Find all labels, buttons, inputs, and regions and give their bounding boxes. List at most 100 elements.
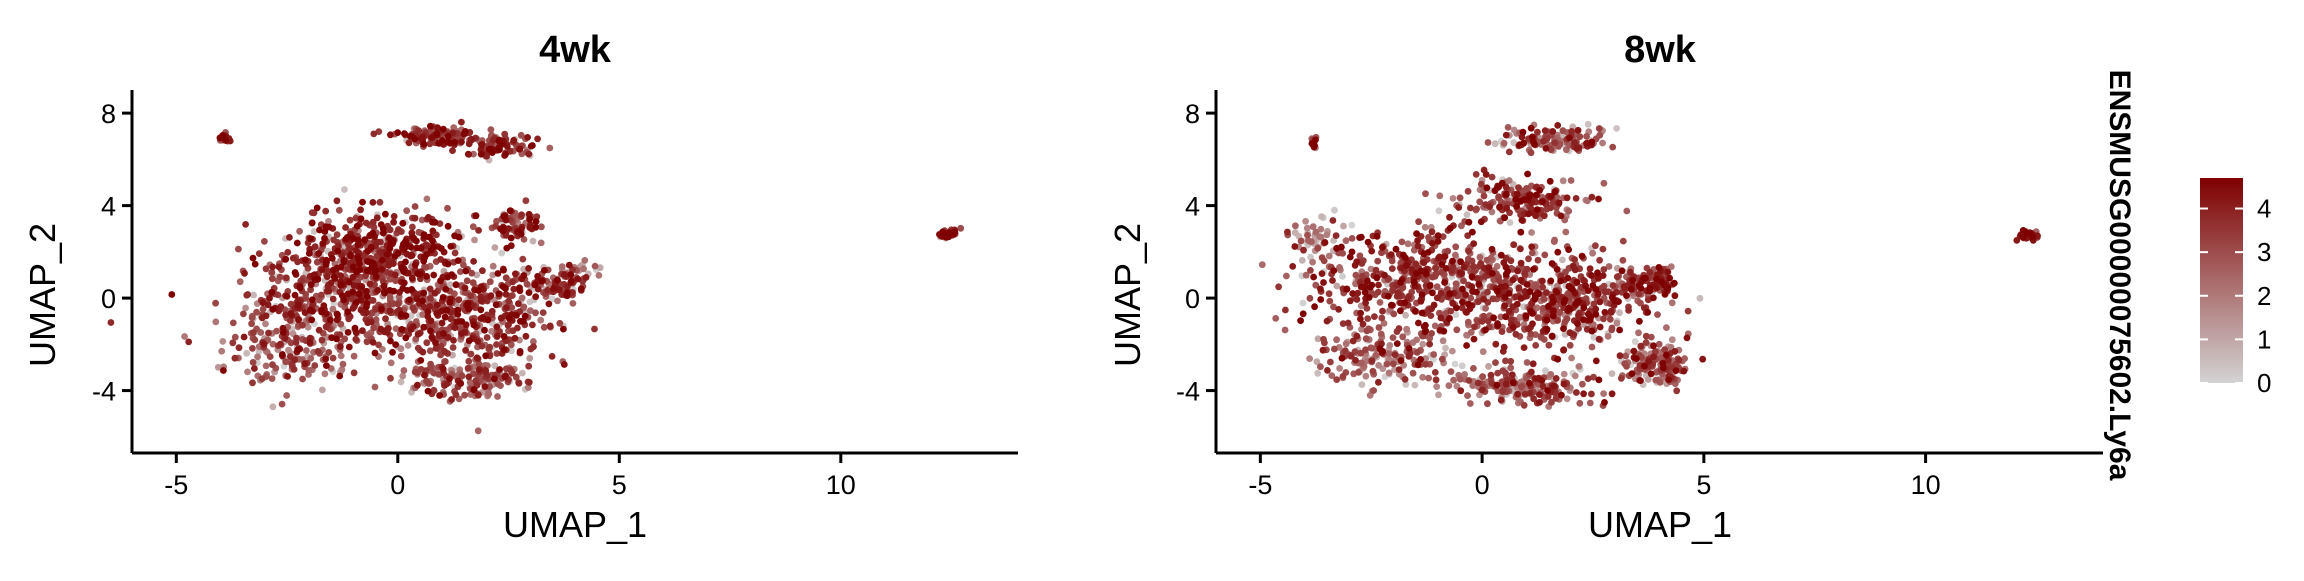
- scatter-point: [1385, 369, 1393, 377]
- scatter-point: [258, 375, 266, 383]
- scatter-point: [458, 318, 466, 325]
- scatter-point: [1560, 325, 1567, 332]
- scatter-point: [1563, 194, 1571, 202]
- scatter-point: [1504, 124, 1512, 131]
- scatter-point: [377, 325, 385, 333]
- scatter-point: [507, 234, 515, 242]
- scatter-point: [1628, 370, 1636, 377]
- scatter-point: [1590, 300, 1598, 308]
- scatter-point: [1503, 204, 1510, 212]
- scatter-point: [1317, 285, 1324, 293]
- scatter-point: [1592, 310, 1600, 318]
- scatter-point: [1562, 228, 1570, 236]
- scatter-point: [321, 228, 329, 235]
- scatter-point: [565, 261, 573, 269]
- scatter-point: [375, 341, 382, 349]
- scatter-point: [1571, 372, 1579, 380]
- scatter-point: [527, 142, 535, 150]
- scatter-point: [1469, 262, 1477, 270]
- scatter-point: [1361, 288, 1369, 296]
- scatter-point: [1308, 238, 1315, 246]
- colorbar-ticks: 0 1 2 3 4: [2200, 194, 2271, 398]
- scatter-point: [1300, 246, 1307, 254]
- scatter-point: [1554, 355, 1562, 363]
- scatter-point: [299, 321, 306, 329]
- scatter-point: [402, 258, 409, 266]
- scatter-point: [1420, 259, 1428, 267]
- scatter-point: [284, 248, 292, 256]
- scatter-point: [1571, 139, 1578, 147]
- scatter-point: [370, 130, 378, 138]
- scatter-point: [1568, 127, 1575, 135]
- scatter-point: [493, 341, 500, 348]
- scatter-point: [337, 281, 345, 289]
- scatter-point: [467, 350, 475, 358]
- scatter-point: [563, 292, 571, 300]
- scatter-point: [1438, 268, 1445, 276]
- scatter-point: [1488, 173, 1496, 181]
- scatter-point: [1405, 345, 1413, 352]
- scatter-point: [1469, 382, 1477, 389]
- scatter-point: [1550, 312, 1557, 320]
- scatter-point: [1429, 240, 1436, 247]
- scatter-point: [1550, 238, 1558, 246]
- scatter-point: [313, 258, 321, 266]
- scatter-point: [1477, 260, 1485, 267]
- scatter-point: [1548, 398, 1555, 406]
- scatter-point: [1590, 373, 1597, 381]
- scatter-point: [1534, 256, 1542, 264]
- scatter-point: [591, 325, 598, 333]
- scatter-point: [1340, 222, 1347, 230]
- scatter-point: [468, 136, 476, 144]
- scatter-point: [1595, 376, 1603, 384]
- scatter-point: [1458, 362, 1466, 370]
- scatter-point: [1384, 292, 1392, 300]
- scatter-point: [481, 383, 489, 390]
- scatter-point: [1307, 267, 1314, 274]
- scatter-point: [1595, 275, 1602, 282]
- scatter-point: [1548, 260, 1556, 267]
- scatter-point: [1400, 251, 1407, 259]
- scatter-point: [1330, 303, 1337, 311]
- scatter-point: [486, 383, 493, 391]
- scatter-point: [2022, 229, 2030, 237]
- scatter-point: [526, 224, 534, 232]
- scatter-point: [1401, 299, 1409, 307]
- scatter-point: [1460, 277, 1467, 285]
- scatter-point: [1545, 302, 1552, 310]
- scatter-point: [517, 131, 525, 139]
- scatter-point: [1366, 391, 1374, 399]
- scatter-point: [1501, 302, 1508, 310]
- scatter-point: [1502, 380, 1510, 388]
- scatter-point: [1457, 258, 1464, 266]
- scatter-point: [464, 300, 472, 307]
- scatter-point: [494, 270, 502, 277]
- scatter-point: [438, 245, 445, 252]
- scatter-point: [1385, 350, 1393, 357]
- scatter-point: [427, 327, 434, 335]
- scatter-point: [441, 358, 449, 365]
- scatter-point: [1412, 260, 1419, 268]
- scatter-point: [1646, 269, 1654, 276]
- scatter-point: [1475, 280, 1483, 288]
- scatter-point: [321, 235, 328, 242]
- scatter-point: [1594, 269, 1601, 277]
- scatter-point: [474, 427, 482, 435]
- scatter-point: [269, 361, 276, 369]
- scatter-point: [1517, 295, 1525, 302]
- scatter-point: [358, 283, 366, 290]
- scatter-point: [408, 286, 416, 293]
- scatter-point: [244, 368, 251, 376]
- scatter-point: [1586, 265, 1594, 273]
- scatter-point: [1647, 370, 1655, 378]
- scatter-point: [443, 306, 451, 314]
- y-tick-label: 4: [101, 192, 116, 222]
- scatter-point: [1507, 357, 1515, 365]
- scatter-point: [1465, 300, 1472, 308]
- scatter-point: [345, 278, 353, 286]
- scatter-point: [249, 359, 257, 366]
- scatter-point: [463, 277, 471, 285]
- scatter-point: [1507, 364, 1515, 372]
- scatter-point: [387, 374, 394, 382]
- scatter-point: [452, 281, 460, 289]
